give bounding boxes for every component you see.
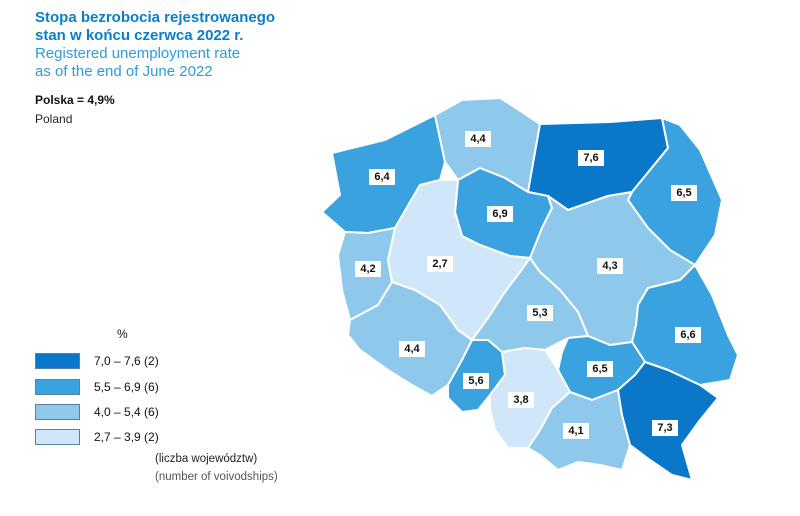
- value-box: [355, 261, 381, 277]
- value-text: 4,4: [470, 133, 486, 145]
- value-label-lubelskie: 6,6: [675, 327, 701, 343]
- legend-label-3: 4,0 – 5,4 (6): [94, 405, 159, 419]
- value-label-lodzkie: 5,3: [527, 305, 553, 321]
- value-label-wielkopolskie: 2,7: [427, 256, 453, 272]
- value-box: [671, 185, 697, 201]
- legend-unit: %: [117, 327, 128, 341]
- value-box: [587, 361, 613, 377]
- value-box: [675, 327, 701, 343]
- value-text: 5,3: [532, 307, 547, 319]
- value-box: [652, 420, 678, 436]
- legend-item-4: 2,7 – 3,9 (2): [35, 428, 159, 446]
- value-text: 4,1: [568, 425, 583, 437]
- legend-label-4: 2,7 – 3,9 (2): [94, 430, 159, 444]
- value-text: 6,4: [374, 171, 390, 183]
- value-box: [465, 131, 491, 147]
- value-text: 6,6: [680, 329, 695, 341]
- value-text: 7,3: [657, 422, 672, 434]
- value-label-pomorskie: 4,4: [465, 131, 491, 147]
- value-box: [563, 423, 589, 439]
- value-box: [597, 258, 623, 274]
- value-text: 4,4: [404, 343, 420, 355]
- legend-label-2: 5,5 – 6,9 (6): [94, 380, 159, 394]
- legend-swatch-2: [35, 379, 80, 395]
- legend-item-2: 5,5 – 6,9 (6): [35, 378, 159, 396]
- value-label-zachodniopomorskie: 6,4: [369, 169, 395, 185]
- value-box: [487, 206, 513, 222]
- value-text: 4,3: [602, 260, 617, 272]
- value-text: 2,7: [432, 258, 447, 270]
- title-en-line2: as of the end of June 2022: [35, 63, 213, 80]
- legend-note-pl: (liczba województw): [155, 453, 258, 465]
- value-label-opolskie: 5,6: [463, 373, 489, 389]
- value-box: [399, 341, 425, 357]
- value-text: 6,5: [592, 363, 607, 375]
- value-label-kujawsko-pomorskie: 6,9: [487, 206, 513, 222]
- title-en-line1: Registered unemployment rate: [35, 45, 241, 62]
- value-text: 3,8: [513, 394, 528, 406]
- value-text: 4,2: [360, 263, 375, 275]
- value-box: [578, 150, 604, 166]
- value-label-lubuskie: 4,2: [355, 261, 381, 277]
- title-pl-line2: stan w końcu czerwca 2022 r.: [35, 27, 244, 44]
- value-label-podkarpackie: 7,3: [652, 420, 678, 436]
- value-label-dolnoslaskie: 4,4: [399, 341, 425, 357]
- value-label-warminsko-mazurskie: 7,6: [578, 150, 604, 166]
- title-pl-line1: Stopa bezrobocia rejestrowanego: [35, 9, 276, 26]
- value-box: [463, 373, 489, 389]
- value-text: 6,9: [492, 208, 507, 220]
- legend-swatch-3: [35, 404, 80, 420]
- title-pl: Stopa bezrobocia rejestrowanego stan w k…: [35, 9, 275, 45]
- legend-swatch-1: [35, 353, 80, 369]
- value-box: [369, 169, 395, 185]
- value-label-malopolskie: 4,1: [563, 423, 589, 439]
- value-box: [527, 305, 553, 321]
- legend-note-en: (number of voivodships): [155, 471, 278, 483]
- value-label-swietokrzyskie: 6,5: [587, 361, 613, 377]
- title-en: Registered unemployment rate as of the e…: [35, 45, 240, 81]
- value-box: [427, 256, 453, 272]
- legend-item-1: 7,0 – 7,6 (2): [35, 352, 159, 370]
- legend-swatch-4: [35, 429, 80, 445]
- value-label-podlaskie: 6,5: [671, 185, 697, 201]
- value-text: 6,5: [676, 187, 691, 199]
- legend-item-3: 4,0 – 5,4 (6): [35, 403, 159, 421]
- value-text: 7,6: [583, 152, 598, 164]
- value-text: 5,6: [468, 375, 483, 387]
- legend-label-1: 7,0 – 7,6 (2): [94, 354, 159, 368]
- value-box: [508, 392, 534, 408]
- value-label-mazowieckie: 4,3: [597, 258, 623, 274]
- value-label-slaskie: 3,8: [508, 392, 534, 408]
- national-rate-en: Poland: [35, 112, 73, 126]
- national-rate: Polska = 4,9%: [35, 93, 115, 107]
